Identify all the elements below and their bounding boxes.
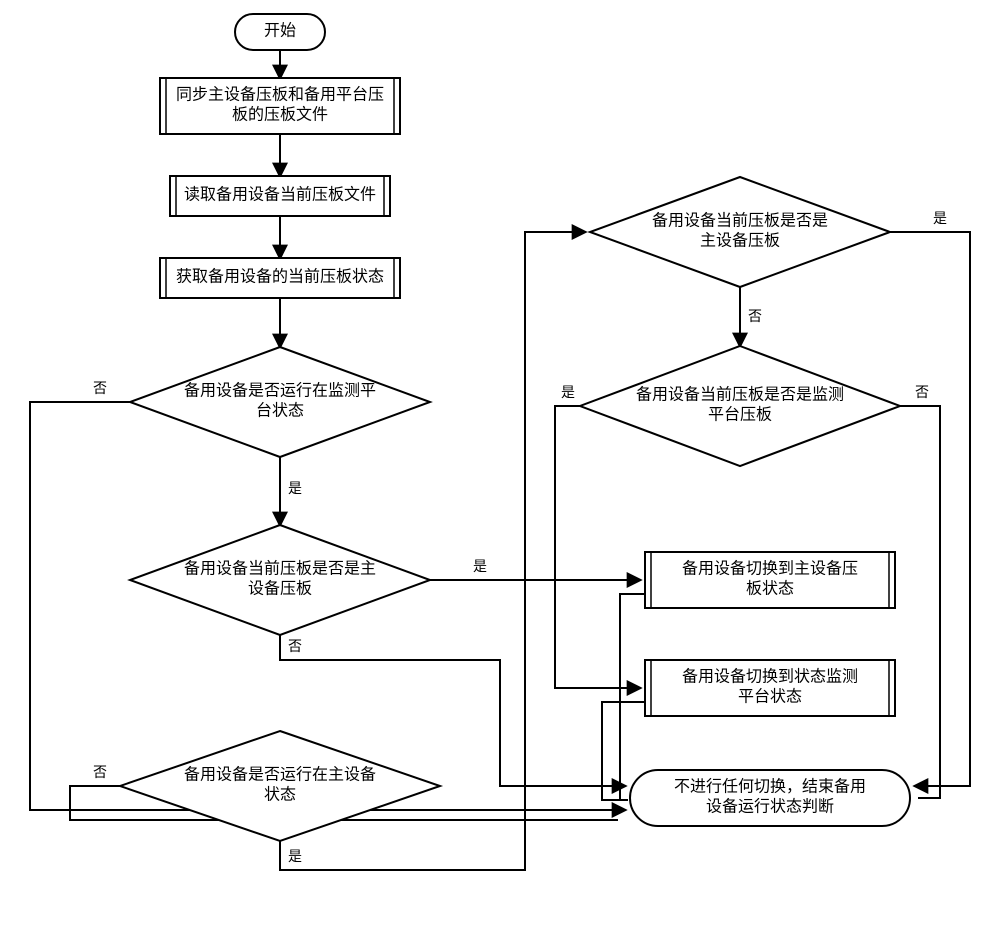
edge-label-7: 否 xyxy=(288,640,302,655)
node-get: 获取备用设备的当前压板状态 xyxy=(160,258,400,298)
edge-label-6: 是 xyxy=(473,560,487,575)
svg-text:备用设备是否运行在主设备: 备用设备是否运行在主设备 xyxy=(184,766,376,784)
svg-text:开始: 开始 xyxy=(264,22,296,40)
svg-text:备用设备切换到状态监测: 备用设备切换到状态监测 xyxy=(682,668,858,686)
svg-text:状态: 状态 xyxy=(264,786,296,804)
svg-text:同步主设备压板和备用平台压: 同步主设备压板和备用平台压 xyxy=(176,86,384,104)
edge-label-11: 是 xyxy=(933,212,947,227)
node-start: 开始 xyxy=(235,14,325,50)
svg-text:备用设备当前压板是否是主: 备用设备当前压板是否是主 xyxy=(184,560,376,578)
svg-text:不进行任何切换，结束备用: 不进行任何切换，结束备用 xyxy=(674,778,866,796)
node-d_runmain: 备用设备是否运行在主设备状态 xyxy=(120,731,440,841)
svg-text:获取备用设备的当前压板状态: 获取备用设备的当前压板状态 xyxy=(176,268,384,286)
edge-label-9: 是 xyxy=(288,850,302,865)
svg-text:台状态: 台状态 xyxy=(256,402,304,420)
node-sw_mon: 备用设备切换到状态监测平台状态 xyxy=(645,660,895,716)
edge-11 xyxy=(890,232,970,786)
edge-label-12: 是 xyxy=(561,386,575,401)
edge-label-5: 否 xyxy=(93,382,107,397)
edge-label-8: 否 xyxy=(93,766,107,781)
svg-text:读取备用设备当前压板文件: 读取备用设备当前压板文件 xyxy=(184,186,376,204)
svg-text:主设备压板: 主设备压板 xyxy=(700,232,780,250)
node-end: 不进行任何切换，结束备用设备运行状态判断 xyxy=(630,770,910,826)
edge-label-13: 否 xyxy=(915,386,929,401)
node-d_mon: 备用设备是否运行在监测平台状态 xyxy=(130,347,430,457)
svg-text:设备运行状态判断: 设备运行状态判断 xyxy=(706,798,834,816)
node-sync: 同步主设备压板和备用平台压板的压板文件 xyxy=(160,78,400,134)
node-sw_main: 备用设备切换到主设备压板状态 xyxy=(645,552,895,608)
node-read: 读取备用设备当前压板文件 xyxy=(170,176,390,216)
edge-14 xyxy=(620,594,645,800)
node-d_ismain: 备用设备当前压板是否是主设备压板 xyxy=(130,525,430,635)
svg-text:备用设备当前压板是否是监测: 备用设备当前压板是否是监测 xyxy=(636,386,844,404)
svg-text:设备压板: 设备压板 xyxy=(248,580,312,598)
svg-text:备用设备是否运行在监测平: 备用设备是否运行在监测平 xyxy=(184,382,376,400)
svg-text:平台压板: 平台压板 xyxy=(708,406,772,424)
edge-label-4: 是 xyxy=(288,482,302,497)
svg-text:备用设备切换到主设备压: 备用设备切换到主设备压 xyxy=(682,560,858,578)
svg-text:板状态: 板状态 xyxy=(746,580,794,598)
edge-13 xyxy=(900,406,940,798)
edge-12 xyxy=(555,406,640,688)
svg-text:板的压板文件: 板的压板文件 xyxy=(232,106,328,124)
svg-text:备用设备当前压板是否是: 备用设备当前压板是否是 xyxy=(652,212,828,230)
svg-text:平台状态: 平台状态 xyxy=(738,688,802,706)
edge-label-10: 否 xyxy=(748,310,762,325)
node-d_r_mon: 备用设备当前压板是否是监测平台压板 xyxy=(580,346,900,466)
node-d_r_main: 备用设备当前压板是否是主设备压板 xyxy=(590,177,890,287)
flowchart-canvas: 是否是否否是否是是否 开始同步主设备压板和备用平台压板的压板文件读取备用设备当前… xyxy=(0,0,1000,943)
